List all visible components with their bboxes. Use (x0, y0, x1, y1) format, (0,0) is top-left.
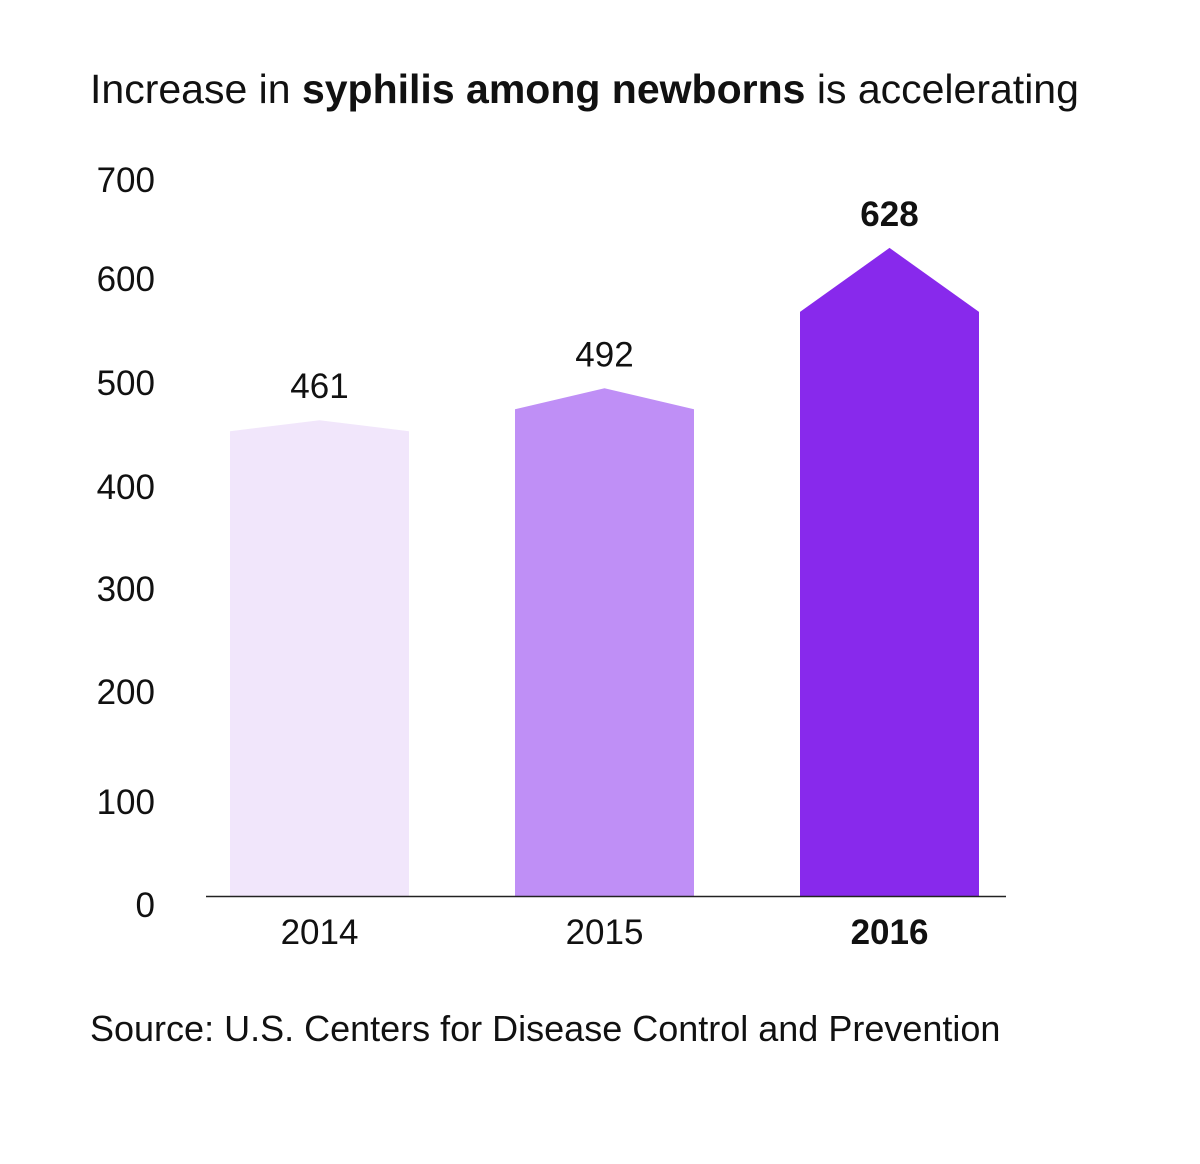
data-label: 461 (290, 367, 348, 406)
y-tick-label: 500 (97, 364, 155, 403)
x-tick-label: 2014 (281, 913, 359, 952)
chart-title: Increase in syphilis among newborns is a… (90, 66, 1079, 112)
y-tick-label: 600 (97, 260, 155, 299)
data-label: 628 (860, 195, 918, 234)
title-part: is accelerating (805, 66, 1078, 112)
x-tick-label: 2016 (851, 913, 929, 952)
y-tick-label: 100 (97, 783, 155, 822)
bar-2016 (800, 247, 979, 897)
bar-2014 (230, 420, 409, 896)
title-part: syphilis among newborns (302, 66, 805, 112)
y-tick-label: 0 (136, 886, 155, 925)
y-tick-label: 700 (97, 161, 155, 200)
x-axis-labels: 2014 2015 2016 (281, 913, 929, 952)
x-tick-label: 2015 (566, 913, 644, 952)
y-tick-label: 400 (97, 468, 155, 507)
y-tick-label: 300 (97, 570, 155, 609)
y-tick-label: 200 (97, 673, 155, 712)
source-note: Source: U.S. Centers for Disease Control… (90, 1008, 1000, 1049)
bar-2015 (515, 388, 694, 896)
data-label: 492 (575, 335, 633, 374)
title-part: Increase in (90, 66, 302, 112)
bars: 461 492 628 (230, 195, 979, 897)
y-axis-ticks: 0 100 200 300 400 500 600 700 (97, 161, 155, 925)
